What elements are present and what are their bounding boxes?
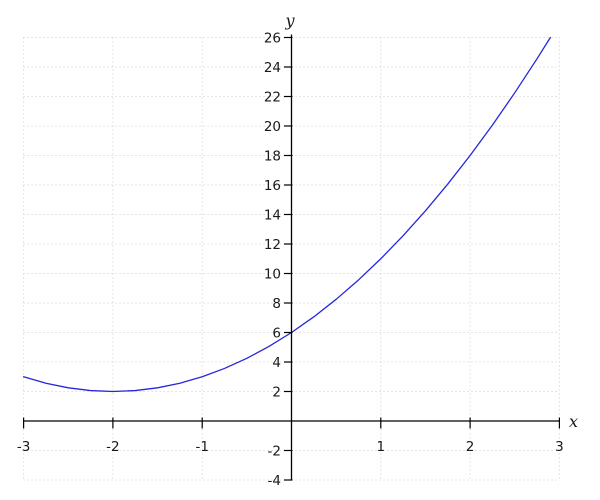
y-tick-label: -2 (268, 443, 281, 459)
y-tick-label: 4 (272, 355, 281, 371)
y-tick-label: 12 (264, 237, 281, 253)
y-tick-label: 2 (272, 384, 281, 400)
y-tick-label: 18 (264, 148, 281, 164)
x-tick-label: 3 (555, 439, 564, 455)
y-tick-label: -4 (268, 473, 281, 489)
y-tick-label: 10 (264, 266, 281, 282)
x-tick-label: -3 (17, 439, 30, 455)
x-tick-label: -1 (195, 439, 208, 455)
grid-layer (23, 37, 560, 481)
y-tick-label: 14 (264, 207, 281, 223)
axis-layer (23, 34, 561, 481)
y-axis-label: y (284, 11, 295, 30)
x-axis-label: x (569, 412, 578, 431)
y-tick-label: 24 (264, 60, 281, 76)
y-tick-label: 16 (264, 178, 281, 194)
y-tick-label: 6 (272, 325, 281, 341)
y-tick-label: 22 (264, 89, 281, 105)
x-tick-label: 2 (466, 439, 475, 455)
y-tick-label: 20 (264, 119, 281, 135)
x-tick-label: -2 (106, 439, 119, 455)
y-tick-label: 26 (264, 30, 281, 46)
x-tick-label: 1 (377, 439, 386, 455)
y-tick-label: 8 (272, 296, 281, 312)
